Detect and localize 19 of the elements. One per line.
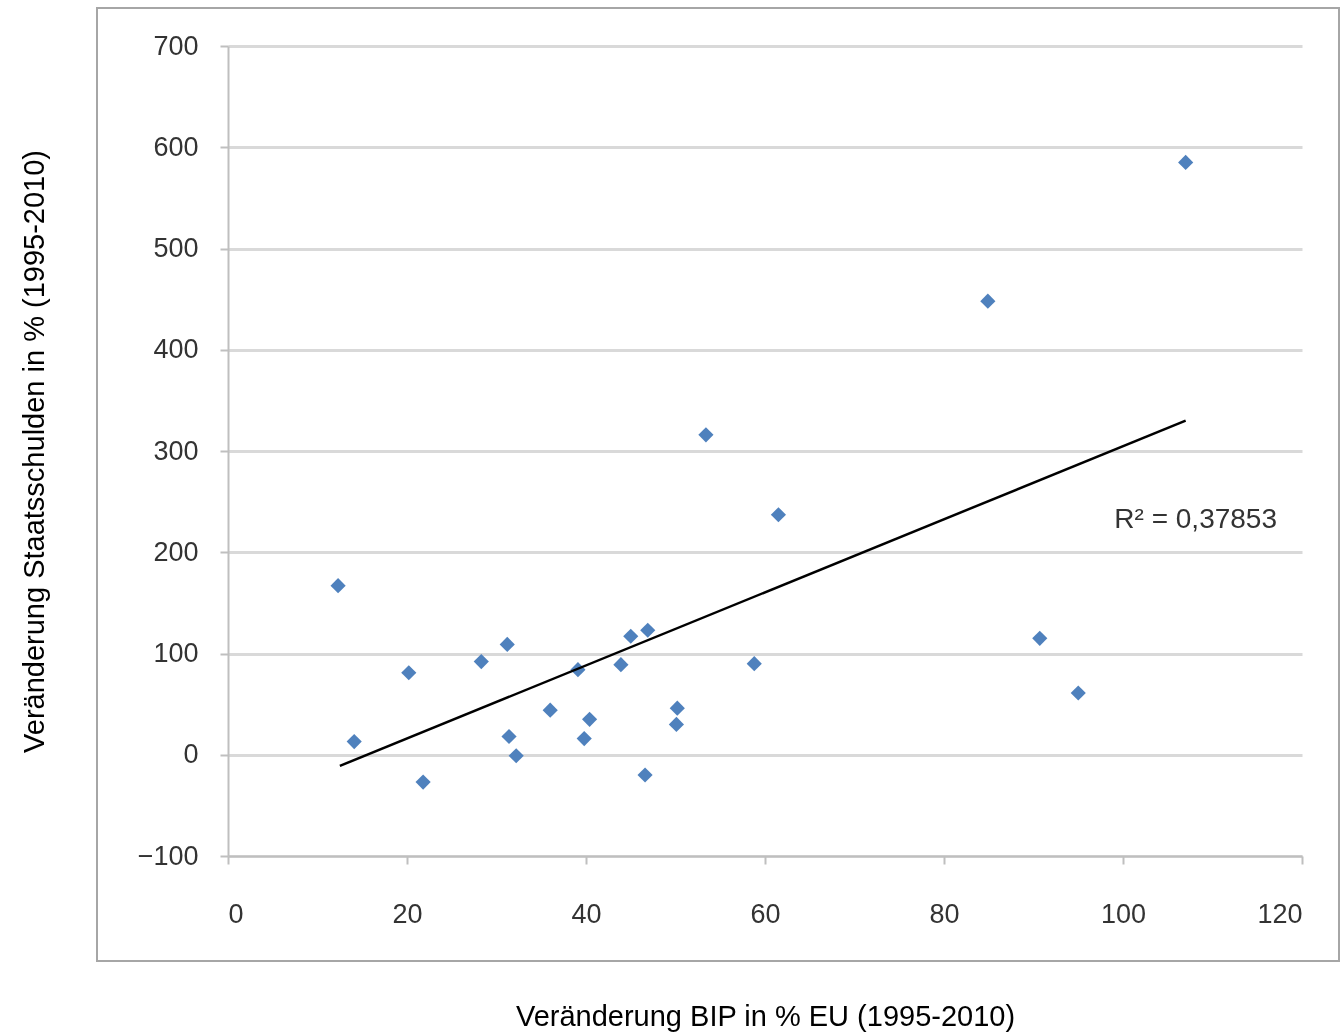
annotation: R² = 0,37853 <box>1114 502 1277 534</box>
y-tick-label: 500 <box>153 233 199 263</box>
x-tick-label: 120 <box>1257 898 1303 929</box>
y-tick-label: 200 <box>153 536 199 567</box>
y-tick-label: 300 <box>153 435 199 466</box>
x-tick-label: 80 <box>929 898 960 929</box>
x-tick-label: 20 <box>392 898 423 929</box>
x-tick-label: 40 <box>571 898 602 929</box>
y-tick-label: 0 <box>183 739 199 770</box>
x-tick-label: 100 <box>1100 898 1147 929</box>
x-tick-label: 0 <box>228 898 244 929</box>
y-tick-label: 400 <box>153 334 199 365</box>
x-tick-label: 60 <box>750 898 781 929</box>
y-tick-label: 600 <box>153 131 199 162</box>
y-tick-label: 700 <box>153 30 199 61</box>
y-axis-title: Veränderung Staatsschulden in % (1995-2010) <box>17 150 50 753</box>
x-axis-title: Veränderung BIP in % EU (1995-2010) <box>515 999 1016 1032</box>
y-tick-label: −100 <box>137 840 199 871</box>
y-tick-label: 100 <box>153 638 199 668</box>
